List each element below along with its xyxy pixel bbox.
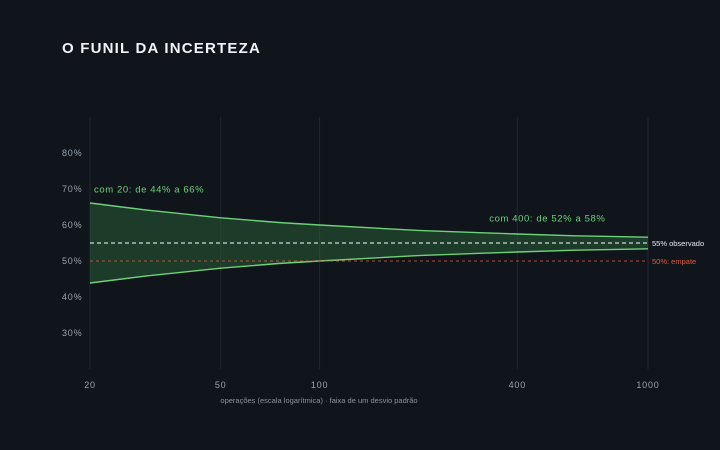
reference-label-50: 50%: empate bbox=[652, 257, 696, 266]
reference-label-55: 55% observado bbox=[652, 239, 704, 248]
y-tick-label-70: 70% bbox=[62, 184, 82, 194]
band-lower-line bbox=[89, 248, 649, 284]
x-tick-label-1000: 1000 bbox=[636, 380, 659, 390]
confidence-band-fill bbox=[90, 203, 648, 283]
y-tick-label-50: 50% bbox=[62, 256, 82, 266]
annotation-1: com 20: de 44% a 66% bbox=[94, 185, 204, 196]
y-tick-label-40: 40% bbox=[62, 292, 82, 302]
x-tick-label-400: 400 bbox=[509, 380, 526, 390]
chart-title: O FUNIL DA INCERTEZA bbox=[62, 40, 261, 57]
band-upper-line bbox=[89, 202, 649, 238]
y-tick-label-30: 30% bbox=[62, 328, 82, 338]
x-tick-label-20: 20 bbox=[84, 380, 96, 390]
y-tick-label-80: 80% bbox=[62, 148, 82, 158]
y-tick-label-60: 60% bbox=[62, 220, 82, 230]
annotation-2: com 400: de 52% a 58% bbox=[489, 213, 605, 224]
x-tick-label-50: 50 bbox=[215, 380, 227, 390]
x-tick-label-100: 100 bbox=[311, 380, 328, 390]
x-axis-label: operações (escala logarítmica) · faixa d… bbox=[220, 396, 417, 405]
